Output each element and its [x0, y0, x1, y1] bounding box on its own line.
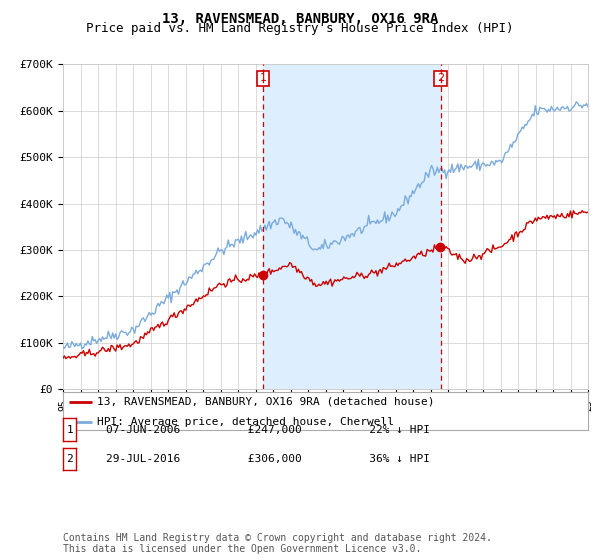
- Text: Contains HM Land Registry data © Crown copyright and database right 2024.
This d: Contains HM Land Registry data © Crown c…: [63, 533, 492, 554]
- Text: 1: 1: [66, 424, 73, 435]
- Bar: [263, 64, 440, 389]
- Text: 13, RAVENSMEAD, BANBURY, OX16 9RA: 13, RAVENSMEAD, BANBURY, OX16 9RA: [162, 12, 438, 26]
- Text: 07-JUN-2006          £247,000          22% ↓ HPI: 07-JUN-2006 £247,000 22% ↓ HPI: [79, 424, 430, 435]
- Text: HPI: Average price, detached house, Cherwell: HPI: Average price, detached house, Cher…: [97, 417, 394, 427]
- Text: Price paid vs. HM Land Registry's House Price Index (HPI): Price paid vs. HM Land Registry's House …: [86, 22, 514, 35]
- Text: 2: 2: [66, 454, 73, 464]
- Text: 13, RAVENSMEAD, BANBURY, OX16 9RA (detached house): 13, RAVENSMEAD, BANBURY, OX16 9RA (detac…: [97, 397, 434, 407]
- Text: 2: 2: [437, 73, 444, 83]
- Text: 29-JUL-2016          £306,000          36% ↓ HPI: 29-JUL-2016 £306,000 36% ↓ HPI: [79, 454, 430, 464]
- Text: 1: 1: [260, 73, 267, 83]
